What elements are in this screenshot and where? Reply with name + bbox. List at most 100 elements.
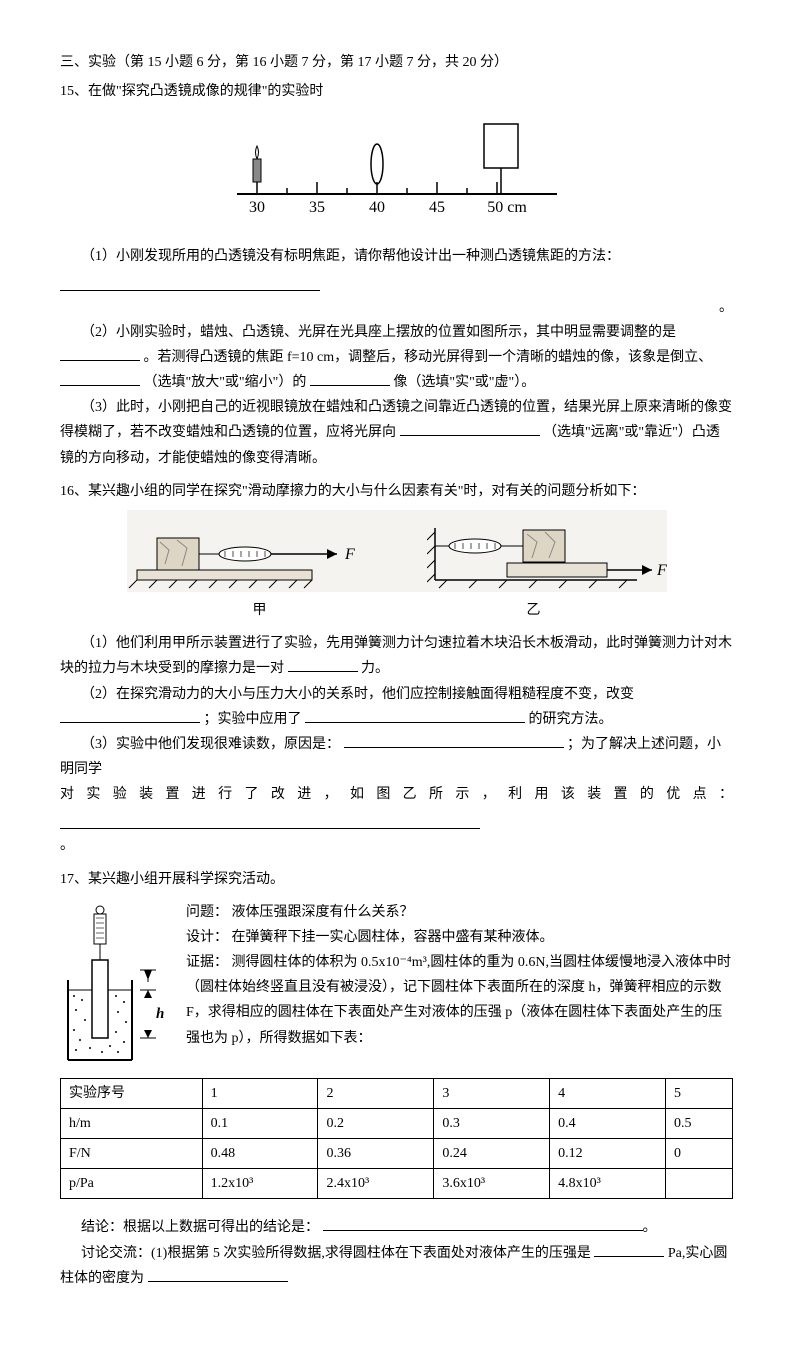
q16-p2b: ；实验中应用了 <box>204 712 302 727</box>
cell: 3.6x10³ <box>434 1169 550 1199</box>
force-label-right: F <box>656 562 667 579</box>
cell: p/Pa <box>61 1169 203 1199</box>
q15-p2d: 像（选填"实"或"虚"）。 <box>393 375 535 390</box>
optical-bench-svg: 30 35 40 45 50 cm <box>227 114 567 224</box>
label-evidence: 证据： <box>186 955 228 970</box>
q15-p3: （3）此时，小刚把自己的近视眼镜放在蜡烛和凸透镜之间靠近凸透镜的位置，结果光屏上… <box>60 395 733 471</box>
q17-line3: 证据： 测得圆柱体的体积为 0.5x10⁻⁴m³,圆柱体的重为 0.6N,当圆柱… <box>186 950 733 1051</box>
q17-diagram-block: h 问题： 液体压强跟深度有什么关系？ 设计： 在弹簧秤下挂一实心圆柱体，容器中… <box>60 900 733 1070</box>
q16-p2-cont: ；实验中应用了 的研究方法。 <box>60 707 733 732</box>
cell: 4.8x10³ <box>550 1169 666 1199</box>
q17-line1: 问题： 液体压强跟深度有什么关系？ <box>186 900 733 925</box>
q16-p1: （1）他们利用甲所示装置进行了实验，先用弹簧测力计匀速拉着木块沿长木板滑动，此时… <box>60 631 733 681</box>
cell: 0 <box>666 1139 733 1169</box>
cell: 2.4x10³ <box>318 1169 434 1199</box>
q16-p2: （2）在探究滑动力的大小与压力大小的关系时，他们应控制接触面得粗糙程度不变，改变 <box>60 682 733 707</box>
question-15: 15、在做"探究凸透镜成像的规律"的实验时 <box>60 79 733 471</box>
q16-p1b: 力。 <box>361 661 389 676</box>
cell: 0.3 <box>434 1108 550 1138</box>
blank <box>323 1216 643 1231</box>
tick-45: 45 <box>429 199 445 216</box>
q15-p2: （2）小刚实验时，蜡烛、凸透镜、光屏在光具座上摆放的位置如图所示，其中明显需要调… <box>60 320 733 345</box>
label-jia: 甲 <box>253 598 267 623</box>
q15-p2a: （2）小刚实验时，蜡烛、凸透镜、光屏在光具座上摆放的位置如图所示，其中明显需要调… <box>81 325 676 340</box>
table-row: p/Pa 1.2x10³ 2.4x10³ 3.6x10³ 4.8x10³ <box>61 1169 733 1199</box>
label-question: 问题： <box>186 905 228 920</box>
blank-line <box>60 812 480 830</box>
q17-data-table: 实验序号 1 2 3 4 5 h/m 0.1 0.2 0.3 0.4 0.5 F… <box>60 1078 733 1200</box>
cell: 0.2 <box>318 1108 434 1138</box>
tick-30: 30 <box>249 199 265 216</box>
blank <box>148 1267 288 1282</box>
conclusion-text: 结论：根据以上数据可得出的结论是： <box>81 1220 319 1235</box>
q17-l2: 在弹簧秤下挂一实心圆柱体，容器中盛有某种液体。 <box>232 930 554 945</box>
question-16: 16、某兴趣小组的同学在探究"滑动摩擦力的大小与什么因素有关"时，对有关的问题分… <box>60 479 733 859</box>
cell: F/N <box>61 1139 203 1169</box>
q16-p2c: 的研究方法。 <box>529 712 613 727</box>
q15-stem: 15、在做"探究凸透镜成像的规律"的实验时 <box>60 79 733 104</box>
th-1: 1 <box>202 1078 318 1108</box>
q17-line2: 设计： 在弹簧秤下挂一实心圆柱体，容器中盛有某种液体。 <box>186 925 733 950</box>
th-3: 3 <box>434 1078 550 1108</box>
discuss-a: 讨论交流：(1)根据第 5 次实验所得数据,求得圆柱体在下表面处对液体产生的压强… <box>81 1246 591 1261</box>
q15-p1: （1）小刚发现所用的凸透镜没有标明焦距，请你帮他设计出一种测凸透镜焦距的方法： <box>60 244 733 269</box>
tick-50: 50 cm <box>487 199 527 216</box>
q17-discuss: 讨论交流：(1)根据第 5 次实验所得数据,求得圆柱体在下表面处对液体产生的压强… <box>60 1241 733 1291</box>
th-5: 5 <box>666 1078 733 1108</box>
q16-p3a: （3）实验中他们发现很难读数，原因是： <box>81 737 340 752</box>
table-row: h/m 0.1 0.2 0.3 0.4 0.5 <box>61 1108 733 1138</box>
blank <box>400 421 540 436</box>
blank <box>60 346 140 361</box>
q16-p3-spread: 对实验装置进行了改进，如图乙所示，利用该装置的优点： <box>60 782 733 807</box>
tick-35: 35 <box>309 199 325 216</box>
q15-p1-text: （1）小刚发现所用的凸透镜没有标明焦距，请你帮他设计出一种测凸透镜焦距的方法： <box>81 249 620 264</box>
cell: 0.48 <box>202 1139 318 1169</box>
section-header: 三、实验（第 15 小题 6 分，第 16 小题 7 分，第 17 小题 7 分… <box>60 50 733 75</box>
cell: 0.24 <box>434 1139 550 1169</box>
table-row: F/N 0.48 0.36 0.24 0.12 0 <box>61 1139 733 1169</box>
q16-p1a: （1）他们利用甲所示装置进行了实验，先用弹簧测力计匀速拉着木块沿长木板滑动，此时… <box>60 636 732 676</box>
label-yi: 乙 <box>527 598 541 623</box>
q17-conclusion: 结论：根据以上数据可得出的结论是： 。 <box>60 1215 733 1240</box>
q17-l1: 液体压强跟深度有什么关系？ <box>232 905 414 920</box>
th-4: 4 <box>550 1078 666 1108</box>
q16-p2a: （2）在探究滑动力的大小与压力大小的关系时，他们应控制接触面得粗糙程度不变，改变 <box>81 687 634 702</box>
q16-labels: 甲 乙 <box>60 598 733 623</box>
table-row-header: 实验序号 1 2 3 4 5 <box>61 1078 733 1108</box>
q16-p3: （3）实验中他们发现很难读数，原因是： ；为了解决上述问题，小明同学 <box>60 732 733 782</box>
blank <box>60 371 140 386</box>
q17-l3: 测得圆柱体的体积为 0.5x10⁻⁴m³,圆柱体的重为 0.6N,当圆柱体缓慢地… <box>186 955 731 1046</box>
question-17: 17、某兴趣小组开展科学探究活动。 <box>60 867 733 1292</box>
cell: 0.12 <box>550 1139 666 1169</box>
blank-line <box>60 273 320 291</box>
blank <box>310 371 390 386</box>
force-label-left: F <box>344 546 355 563</box>
th-0: 实验序号 <box>61 1078 203 1108</box>
friction-diagram-left: F <box>127 520 357 590</box>
blank <box>60 708 200 723</box>
label-design: 设计： <box>186 930 228 945</box>
blank <box>288 657 358 672</box>
blank <box>594 1242 664 1257</box>
q17-text-block: 问题： 液体压强跟深度有什么关系？ 设计： 在弹簧秤下挂一实心圆柱体，容器中盛有… <box>186 900 733 1051</box>
q15-p2c: （选填"放大"或"缩小"）的 <box>144 375 307 390</box>
cell: 1.2x10³ <box>202 1169 318 1199</box>
blank <box>344 733 564 748</box>
q16-stem: 16、某兴趣小组的同学在探究"滑动摩擦力的大小与什么因素有关"时，对有关的问题分… <box>60 479 733 504</box>
q15-diagram: 30 35 40 45 50 cm <box>60 114 733 233</box>
q15-p2-cont: 。若测得凸透镜的焦距 f=10 cm，调整后，移动光屏得到一个清晰的蜡烛的像，该… <box>60 345 733 395</box>
q15-p2b: 。若测得凸透镜的焦距 f=10 cm，调整后，移动光屏得到一个清晰的蜡烛的像，该… <box>144 350 713 365</box>
q17-stem: 17、某兴趣小组开展科学探究活动。 <box>60 867 733 892</box>
cell: h/m <box>61 1108 203 1138</box>
cell: 0.36 <box>318 1139 434 1169</box>
h-label: h <box>156 1006 164 1022</box>
tick-40: 40 <box>369 199 385 216</box>
q16-diagram-row: F <box>127 510 667 592</box>
cell: 0.5 <box>666 1108 733 1138</box>
cell: 0.4 <box>550 1108 666 1138</box>
cell: 0.1 <box>202 1108 318 1138</box>
cylinder-diagram: h <box>60 900 170 1070</box>
friction-diagram-right: F <box>427 520 667 590</box>
th-2: 2 <box>318 1078 434 1108</box>
blank <box>305 708 525 723</box>
